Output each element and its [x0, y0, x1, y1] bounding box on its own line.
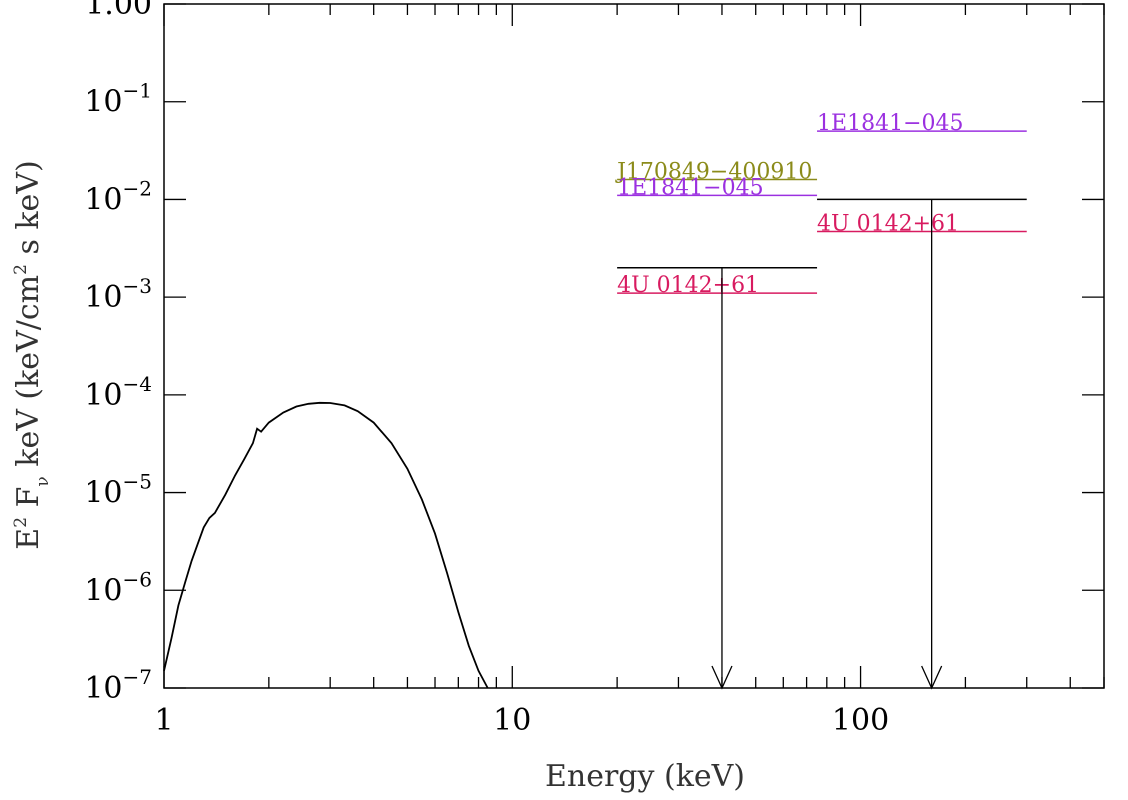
reference-level-label: 4U 0142+61 — [817, 211, 959, 236]
y-axis-title-suffix: keV (keV/cm — [11, 275, 46, 476]
x-tick-label: 100 — [832, 703, 889, 738]
y-tick-base: 10 — [84, 378, 122, 413]
y-tick-base: 10 — [84, 182, 122, 217]
y-tick-label: 10−3 — [84, 274, 152, 315]
y-tick-exponent: −3 — [123, 274, 152, 298]
x-axis-title: Energy (keV) — [545, 759, 745, 794]
y-axis-title-sup2: 2 — [11, 264, 31, 275]
y-tick-label: 10−4 — [84, 372, 152, 413]
y-tick-base: 10 — [84, 671, 122, 706]
y-axis-title-mid: F — [11, 487, 46, 517]
x-tick-label: 1 — [154, 703, 173, 738]
y-tick-exponent: −1 — [123, 79, 152, 103]
reference-level-label: 4U 0142+61 — [617, 273, 759, 298]
y-tick-exponent: −7 — [123, 665, 152, 689]
y-tick-base: 10 — [84, 85, 122, 120]
y-tick-exponent: −6 — [123, 567, 152, 591]
plot-frame — [163, 3, 1105, 689]
upper-limit-arrow-head — [711, 665, 733, 690]
y-tick-label: 10−2 — [84, 176, 152, 217]
x-tick-labels: 1 10 100 — [154, 703, 889, 738]
y-axis-title-prefix: E — [11, 528, 46, 550]
y-tick-base: 10 — [84, 280, 122, 315]
reference-level-label: 1E1841−045 — [617, 175, 763, 200]
spectrum-curve — [163, 401, 489, 689]
y-axis-title-sup: 2 — [11, 517, 31, 528]
axis-ticks — [163, 3, 1105, 689]
y-tick-labels: 10−710−610−510−410−310−210−11.00 — [84, 0, 152, 706]
reference-level-label: J170849−400910 — [615, 159, 812, 184]
y-axis-title: E2 Fν keV (keV/cm2 s keV) — [11, 160, 53, 549]
y-tick-label: 10−7 — [84, 665, 152, 706]
y-axis-title-sub: ν — [33, 476, 53, 486]
reference-level-label: 1E1841−045 — [817, 111, 963, 136]
y-tick-label: 1.00 — [85, 0, 152, 22]
y-tick-base: 10 — [84, 573, 122, 608]
y-tick-exponent: −4 — [123, 372, 152, 396]
x-tick-label: 10 — [493, 703, 531, 738]
y-tick-exponent: −5 — [123, 470, 152, 494]
y-axis-title-end: s keV) — [11, 160, 46, 264]
y-tick-exponent: −2 — [123, 176, 152, 200]
y-tick-base: 1.00 — [85, 0, 152, 22]
y-tick-label: 10−5 — [84, 470, 152, 511]
y-tick-base: 10 — [84, 476, 122, 511]
upper-limits — [617, 198, 1027, 690]
upper-limit-arrow-head — [921, 665, 943, 690]
y-tick-label: 10−6 — [84, 567, 152, 608]
y-tick-label: 10−1 — [84, 79, 152, 120]
